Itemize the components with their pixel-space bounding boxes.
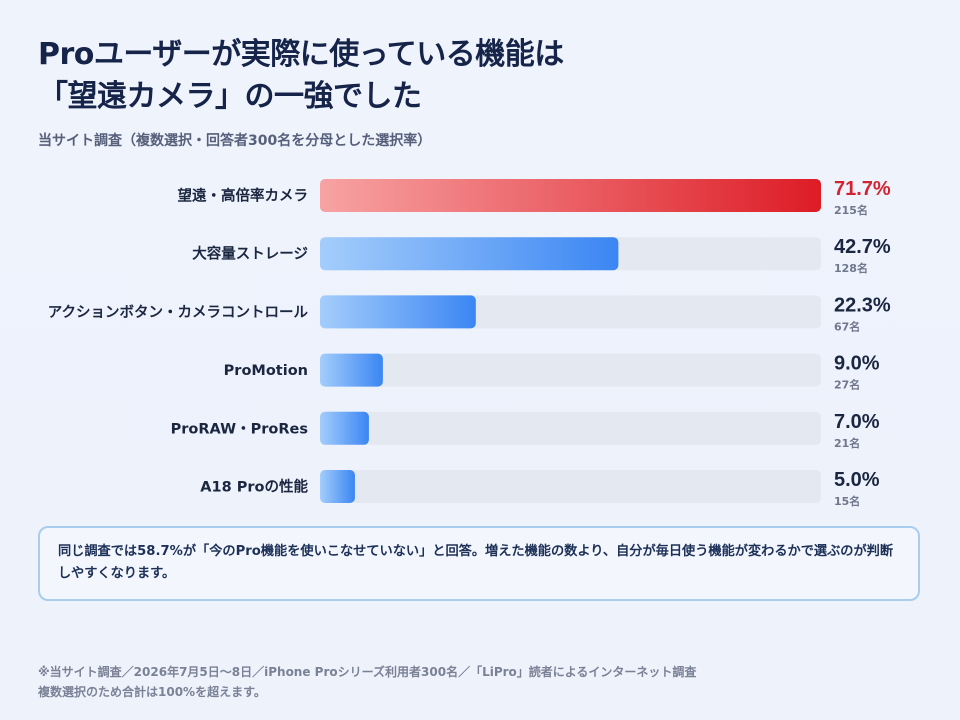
bar-track [320,411,821,445]
count-label: 67名 [834,319,860,333]
footnote-source: ※当サイト調査／2026年7月5日〜8日／iPhone Proシリーズ利用者30… [38,665,697,679]
insight-callout: 同じ調査では58.7%が「今のPro機能を使いこなせていない」と回答。増えた機能… [38,526,920,601]
count-label: 215名 [834,203,868,217]
count-label: 15名 [834,494,860,508]
value-label: 22.3% [834,294,891,316]
bar [320,411,369,445]
bar [320,470,355,503]
value-label: 7.0% [834,411,880,433]
value-label: 42.7% [834,236,891,258]
bar [320,179,821,212]
chart-subtitle: 当サイト調査（複数選択・回答者300名を分母とした選択率） [38,133,432,149]
bar-track [320,353,821,387]
count-label: 128名 [834,261,868,275]
category-label: 望遠・高倍率カメラ [178,187,309,205]
bar [320,237,619,271]
title-line-2: 「望遠カメラ」の一強でした [38,79,422,114]
category-label: ProRAW・ProRes [171,421,308,437]
category-label: A18 Proの性能 [200,478,308,496]
count-label: 21名 [834,436,860,450]
callout-text: 同じ調査では58.7%が「今のPro機能を使いこなせていない」と回答。増えた機能… [58,544,894,581]
value-label: 9.0% [834,353,880,375]
page-title: Proユーザーが実際に使っている機能は 「望遠カメラ」の一強でした [38,34,564,118]
bar-track [320,470,821,503]
category-label: アクションボタン・カメラコントロール [48,304,309,321]
category-label: 大容量ストレージ [192,245,308,263]
count-label: 27名 [834,378,860,392]
footnote: ※当サイト調査／2026年7月5日〜8日／iPhone Proシリーズ利用者30… [38,662,696,702]
category-label: ProMotion [224,363,308,379]
value-label: 71.7% [834,178,891,200]
title-line-1: Proユーザーが実際に使っている機能は [38,37,564,72]
bar [320,295,476,329]
value-label: 5.0% [834,469,880,491]
footnote-note: 複数選択のため合計は100%を超えます。 [38,685,266,699]
bar [320,353,383,387]
